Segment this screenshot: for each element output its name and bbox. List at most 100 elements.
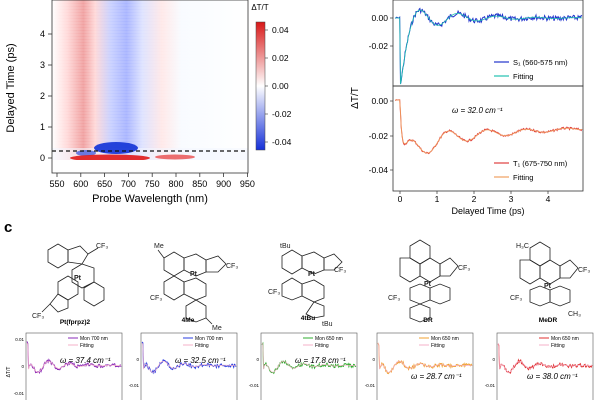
heatmap-x-ticks: 550 600 650 700 750 800 850 900 950 — [49, 173, 255, 189]
compound-name-1: 4Me — [182, 317, 195, 324]
svg-text:tBu: tBu — [280, 243, 291, 250]
colorbar-tick-label: 0.00 — [272, 81, 289, 91]
heatmap-blue-blob — [94, 142, 138, 154]
colorbar-tick-label: 0.04 — [272, 25, 289, 35]
mini-omega-label: ω = 17.8 cm⁻¹ — [295, 356, 346, 365]
heatmap-xlabel: Probe Wavelength (nm) — [92, 193, 208, 205]
compound-name-4: MeDR — [539, 317, 558, 324]
mini-fit-line — [497, 342, 592, 373]
svg-text:H₃C: H₃C — [516, 243, 529, 250]
colorbar-tick-label: -0.02 — [272, 109, 292, 119]
mini-legend-mon: Mon 650 nm — [315, 336, 343, 342]
mini-omega-label: ω = 32.5 cm⁻¹ — [175, 356, 226, 365]
kinetics-xlabel: Delayed Time (ps) — [451, 206, 524, 216]
svg-text:Pt: Pt — [74, 275, 82, 282]
panel-c-label: c — [4, 219, 12, 236]
mini-trace — [377, 342, 473, 375]
heatmap-xtick-label: 750 — [145, 179, 160, 189]
heatmap-pre-zero — [52, 160, 248, 173]
mini-ytick-label: 0 — [492, 357, 495, 362]
heatmap-xtick-label: 950 — [240, 179, 255, 189]
colorbar-tick-label: -0.04 — [272, 137, 292, 147]
mini-legend-fit: Fitting — [195, 343, 209, 349]
mini-omega-label: ω = 38.0 cm⁻¹ — [527, 372, 578, 381]
kinetics-bottom-frame — [392, 85, 584, 192]
svg-text:Pt: Pt — [424, 281, 432, 288]
mini-legend-fit: Fitting — [551, 343, 565, 349]
mini-ytick-label: -0.01 — [129, 383, 140, 388]
heatmap-texture — [52, 1, 248, 147]
mini-ytick-label: 0.01 — [15, 337, 24, 342]
svg-text:CF₃: CF₃ — [510, 295, 522, 302]
mini-legend-fit: Fitting — [80, 343, 94, 349]
svg-text:Me: Me — [154, 243, 164, 250]
svg-text:CF₃: CF₃ — [388, 295, 400, 302]
heatmap-panel: 0 1 2 3 4 550 600 650 700 750 800 850 900 950 Delaye… — [5, 0, 292, 205]
heatmap-xtick-label: 550 — [49, 179, 64, 189]
s1-trace — [394, 7, 583, 85]
mini-omega-label: ω = 37.4 cm⁻¹ — [60, 356, 111, 365]
mini-ytick-label: -0.01 — [365, 383, 376, 388]
mini-legend-mon: Mon 650 nm — [431, 336, 459, 342]
mini-panel-frame — [260, 332, 358, 405]
molecule-4me: Pt Me CF₃ CF₃ Me — [150, 243, 238, 332]
heatmap-xtick-label: 900 — [216, 179, 231, 189]
kinetics-ylabel: ΔT/T — [350, 87, 361, 109]
mini-fit-line — [141, 342, 236, 373]
kinetics-xtick-label: 4 — [546, 194, 551, 204]
colorbar — [255, 21, 266, 151]
mini-trace — [261, 341, 357, 375]
heatmap-ytick-label: 0 — [40, 153, 45, 163]
svg-text:Pt: Pt — [190, 271, 198, 278]
kinetics-bottom-ytick-label: -0.04 — [369, 165, 389, 175]
svg-text:CF₃: CF₃ — [96, 243, 108, 250]
kinetics-top-ytick-label: 0.00 — [371, 13, 388, 23]
kinetics-top-ytick-label: -0.02 — [369, 41, 389, 51]
kinetics-bottom-ytick-label: -0.02 — [369, 131, 389, 141]
svg-text:Pt: Pt — [308, 271, 316, 278]
molecule-structures: Pt CF₃ CF₃ Pt Me CF₃ CF₃ Me Pt — [32, 239, 590, 332]
mini-legend-mon: Mon 700 nm — [195, 336, 223, 342]
molecule-dr: Pt CF₃ CF₃ — [388, 239, 470, 323]
svg-text:CF₃: CF₃ — [268, 289, 280, 296]
mini-panel-frame — [140, 332, 238, 405]
heatmap-red-band-2 — [155, 154, 195, 160]
svg-text:CF₃: CF₃ — [578, 267, 590, 274]
legend-fit-label: Fitting — [513, 72, 533, 81]
svg-text:tBu: tBu — [322, 321, 333, 328]
mini-ytick-label: 0 — [256, 357, 259, 362]
heatmap-area — [52, 0, 248, 173]
kinetics-xtick-label: 3 — [509, 194, 514, 204]
mini-ylabel: ΔT/T — [6, 367, 12, 378]
mini-ytick-label: 0 — [21, 364, 24, 369]
mini-fit-line — [377, 342, 472, 373]
svg-text:Pt: Pt — [544, 283, 552, 290]
s1-fit-line — [395, 9, 582, 85]
heatmap-ylabel: Delayed Time (ps) — [5, 43, 17, 132]
heatmap-xtick-label: 700 — [121, 179, 136, 189]
kinetics-xtick-label: 0 — [398, 194, 403, 204]
t1-fit-line — [395, 99, 582, 154]
colorbar-label: ΔT/T — [251, 3, 268, 12]
legend-s1-label: S₁ (560-575 nm) — [513, 58, 568, 67]
mini-omega-label: ω = 28.7 cm⁻¹ — [411, 372, 462, 381]
kinetics-bottom-ytick-label: 0.00 — [371, 96, 388, 106]
mini-panel-frame — [496, 332, 594, 405]
kinetics-xtick-label: 2 — [472, 194, 477, 204]
heatmap-red-band — [70, 154, 150, 162]
mini-legend-fit: Fitting — [315, 343, 329, 349]
kinetics-xtick-label: 1 — [435, 194, 440, 204]
heatmap-ytick-label: 3 — [40, 60, 45, 70]
kinetics-bottom-legend: T₁ (675-750 nm) Fitting — [494, 159, 568, 182]
mini-ytick-label: 0 — [136, 357, 139, 362]
molecule-pt-fprpz2: Pt CF₃ CF₃ — [32, 243, 108, 320]
svg-text:CF₃: CF₃ — [32, 313, 44, 320]
legend-fit2-label: Fitting — [513, 173, 533, 182]
mini-ytick-label: -0.01 — [485, 383, 496, 388]
colorbar-tick-label: 0.02 — [272, 53, 289, 63]
kinetics-panel: 0 1 2 3 4 0.00 -0.02 0.00 -0.02 -0.04 ΔT/T Delaye… — [350, 0, 584, 216]
